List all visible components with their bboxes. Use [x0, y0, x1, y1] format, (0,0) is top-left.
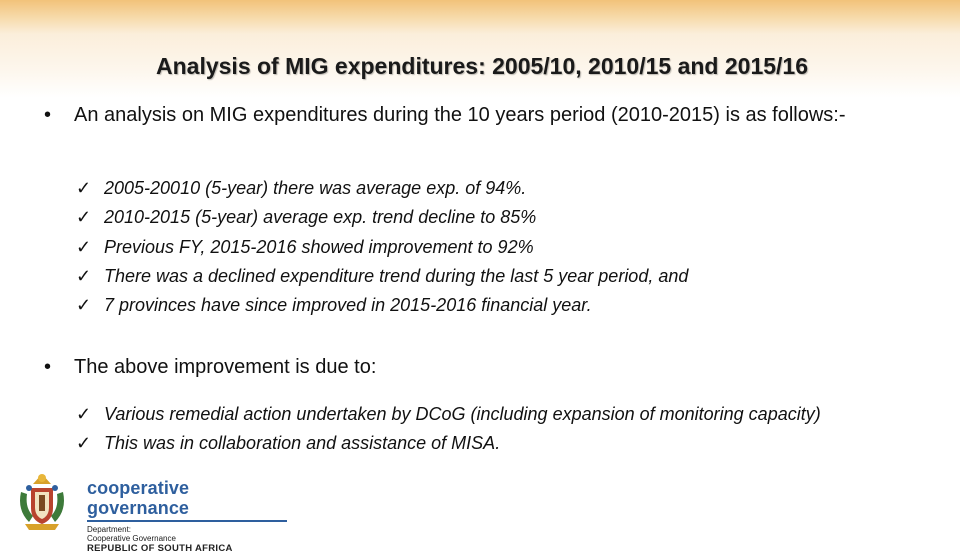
- check-item: ✓ 7 provinces have since improved in 201…: [76, 291, 688, 320]
- check-icon: ✓: [76, 265, 92, 286]
- logo-text: cooperative governance Department: Coope…: [87, 478, 291, 554]
- check-item-text: 2010-2015 (5-year) average exp. trend de…: [104, 207, 537, 228]
- bullet-improvement: • The above improvement is due to:: [44, 354, 924, 381]
- logo-department-label: Department:: [87, 525, 132, 534]
- logo-name: cooperative governance: [87, 478, 190, 518]
- check-icon: ✓: [76, 404, 92, 424]
- coat-of-arms-icon: [20, 474, 64, 530]
- check-item-text: 7 provinces have since improved in 2015-…: [104, 295, 592, 316]
- check-icon: ✓: [76, 236, 92, 257]
- check-item: ✓ 2010-2015 (5-year) average exp. trend …: [76, 203, 688, 232]
- logo-divider: [87, 520, 287, 522]
- check-item-text: Various remedial action undertaken by DC…: [104, 404, 821, 424]
- check-item: ✓ Previous FY, 2015-2016 showed improvem…: [76, 233, 688, 262]
- bullet-dot: •: [44, 356, 52, 378]
- check-item-text: There was a declined expenditure trend d…: [104, 265, 689, 286]
- logo-department-name: Cooperative Governance: [87, 534, 176, 543]
- check-icon: ✓: [76, 433, 92, 454]
- check-item: ✓ 2005-20010 (5-year) there was average …: [76, 174, 688, 203]
- logo-country: REPUBLIC OF SOUTH AFRICA: [87, 543, 233, 554]
- check-item: ✓ There was a declined expenditure trend…: [76, 262, 688, 291]
- department-logo: cooperative governance Department: Coope…: [7, 468, 291, 554]
- check-icon: ✓: [76, 207, 92, 228]
- bullet-text: An analysis on MIG expenditures during t…: [74, 104, 846, 126]
- check-item-text: This was in collaboration and assistance…: [104, 433, 501, 454]
- header-band: [0, 0, 960, 34]
- checklist-analysis: ✓ 2005-20010 (5-year) there was average …: [76, 174, 688, 320]
- title-bar: [0, 34, 960, 98]
- check-item-text: 2005-20010 (5-year) there was average ex…: [104, 178, 527, 198]
- check-icon: ✓: [76, 178, 92, 198]
- slide-title: Analysis of MIG expenditures: 2005/10, 2…: [156, 53, 808, 79]
- bullet-text: The above improvement is due to:: [74, 356, 377, 378]
- check-icon: ✓: [76, 295, 92, 316]
- bullet-dot: •: [44, 104, 52, 126]
- check-item: ✓ Various remedial action undertaken by …: [76, 400, 821, 429]
- check-item-text: Previous FY, 2015-2016 showed improvemen…: [104, 236, 534, 257]
- check-item: ✓ This was in collaboration and assistan…: [76, 429, 821, 458]
- checklist-improvement: ✓ Various remedial action undertaken by …: [76, 400, 821, 459]
- bullet-analysis: • An analysis on MIG expenditures during…: [44, 102, 924, 129]
